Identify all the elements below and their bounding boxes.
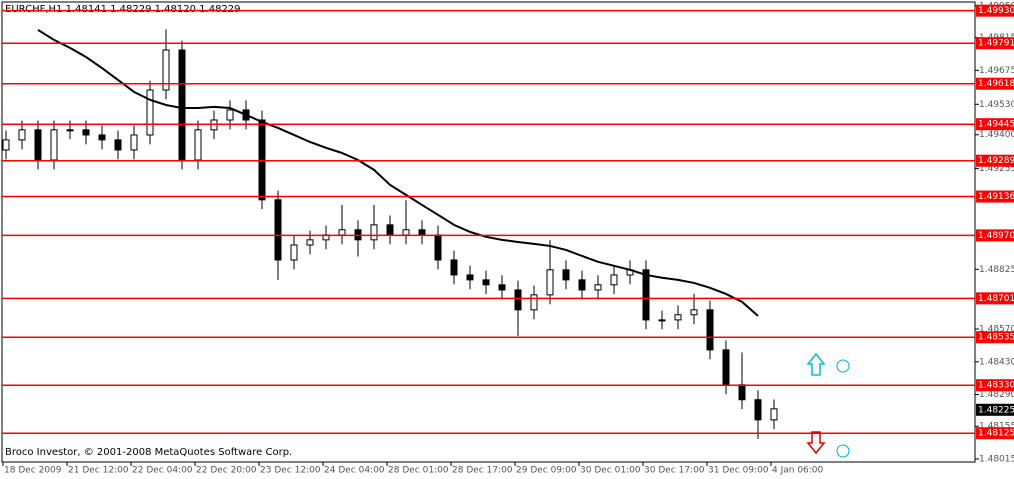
moving-average <box>37 29 759 317</box>
x-tick-label: 30 Dec 01:00 <box>580 466 641 476</box>
y-tick-label: 1.49675 <box>979 66 1014 76</box>
candle-body <box>338 229 346 236</box>
y-tick-label: 1.49255 <box>979 164 1014 174</box>
y-tick-label: 1.48430 <box>979 357 1014 367</box>
level-label-box <box>976 37 1014 50</box>
candle-body <box>290 244 298 261</box>
candle-body <box>642 269 650 321</box>
level-label-box <box>976 154 1014 167</box>
level-label: 1.49289 <box>978 156 1014 166</box>
candle-body <box>50 129 58 161</box>
level-label: 1.48970 <box>978 231 1014 241</box>
x-tick-label: 23 Dec 12:00 <box>260 466 321 476</box>
x-tick-label: 29 Dec 09:00 <box>516 466 577 476</box>
level-label-box <box>976 379 1014 392</box>
y-tick-label: 1.48825 <box>979 265 1014 275</box>
footer: Broco Investor, © 2001-2008 MetaQuotes S… <box>5 447 292 458</box>
candle-body <box>466 274 474 281</box>
level-label: 1.48535 <box>978 333 1014 343</box>
candle-body <box>434 234 442 261</box>
y-tick-label: 1.48570 <box>979 325 1014 335</box>
x-tick-label: 22 Dec 04:00 <box>132 466 193 476</box>
level-label-box <box>976 118 1014 131</box>
candle-body <box>66 129 74 132</box>
level-label-box <box>976 427 1014 440</box>
x-tick-label: 22 Dec 20:00 <box>196 466 257 476</box>
candle-body <box>450 259 458 276</box>
candle-body <box>194 129 202 161</box>
candle-body <box>82 129 90 136</box>
level-label-box <box>976 292 1014 305</box>
x-tick-label: 18 Dec 2009 <box>4 466 62 476</box>
candle-body <box>722 349 730 386</box>
up-arrow <box>806 352 826 376</box>
candle-body <box>610 274 618 286</box>
x-tick-label: 31 Dec 09:00 <box>708 466 769 476</box>
x-tick-label: 30 Dec 17:00 <box>644 466 705 476</box>
level-label: 1.49930 <box>978 6 1014 16</box>
candle-body <box>178 49 186 161</box>
y-tick-label: 1.49400 <box>979 130 1014 140</box>
candle-body <box>258 119 266 201</box>
candle-body <box>690 309 698 316</box>
candle-body <box>402 229 410 236</box>
candle-body <box>162 49 170 91</box>
candle-body <box>594 284 602 291</box>
y-tick-label: 1.48155 <box>979 422 1014 432</box>
candle-body <box>418 229 426 236</box>
candle-body <box>370 224 378 241</box>
candle-body <box>530 294 538 311</box>
candle-body <box>130 134 138 151</box>
candle-body <box>306 239 314 246</box>
plot-frame <box>1 1 976 463</box>
candle-body <box>738 384 746 401</box>
candle-body <box>658 319 666 322</box>
x-tick-label: 21 Dec 12:00 <box>68 466 129 476</box>
candle-body <box>578 279 586 291</box>
candle-body <box>2 139 10 151</box>
candle-body <box>754 399 762 421</box>
candle-body <box>482 279 490 286</box>
current-price-box <box>976 403 1014 416</box>
level-label: 1.49618 <box>978 79 1014 89</box>
level-label: 1.48701 <box>978 294 1014 304</box>
x-tick-label: 24 Dec 04:00 <box>324 466 385 476</box>
level-label-box <box>976 4 1014 17</box>
hand-icon <box>836 444 850 458</box>
candle-body <box>274 199 282 261</box>
candle-body <box>114 139 122 151</box>
hand-icon <box>836 359 850 373</box>
candle-body <box>34 129 42 161</box>
candle-body <box>562 269 570 281</box>
candle-body <box>146 89 154 136</box>
candle-body <box>18 129 26 141</box>
y-tick-label: 1.48015 <box>979 454 1014 464</box>
candle-body <box>706 309 714 351</box>
chart-title: EURCHF,H1 1.48141 1.48229 1.48120 1.4822… <box>5 4 241 15</box>
level-label: 1.49791 <box>978 39 1014 49</box>
candle-body <box>546 269 554 296</box>
level-label: 1.48330 <box>978 381 1014 391</box>
candle-body <box>498 284 506 291</box>
level-label-box <box>976 77 1014 90</box>
level-label-box <box>976 190 1014 203</box>
candle-body <box>386 224 394 236</box>
x-tick-label: 28 Dec 01:00 <box>388 466 449 476</box>
x-tick-label: 28 Dec 17:00 <box>452 466 513 476</box>
candle-body <box>226 109 234 121</box>
y-tick-label: 1.49530 <box>979 100 1014 110</box>
candle-body <box>674 314 682 321</box>
y-tick-label: 1.48290 <box>979 390 1014 400</box>
candle-body <box>98 134 106 141</box>
candle-body <box>770 408 778 421</box>
current-price-label: 1.48225 <box>978 405 1014 415</box>
candle-body <box>514 289 522 311</box>
x-tick-label: 4 Jan 06:00 <box>772 466 824 476</box>
level-label: 1.48125 <box>978 429 1014 439</box>
level-label: 1.49445 <box>978 120 1014 130</box>
level-label-box <box>976 229 1014 242</box>
level-label-box <box>976 331 1014 344</box>
level-label: 1.49136 <box>978 192 1014 202</box>
